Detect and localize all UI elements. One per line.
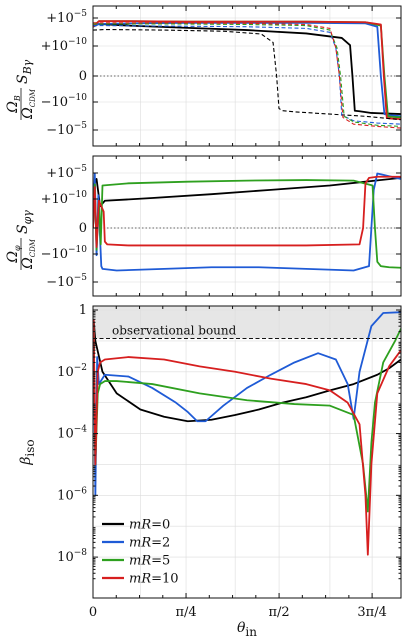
series-line-middle-1 bbox=[93, 172, 401, 272]
legend-entry-label: mR=10 bbox=[129, 572, 179, 587]
y-tick-label-top: +10−10 bbox=[41, 37, 88, 54]
series-line-middle-0 bbox=[93, 176, 401, 229]
series-line-middle-2 bbox=[93, 179, 401, 269]
svg-text:ΩCDM: ΩCDM bbox=[20, 88, 37, 120]
excluded-region bbox=[93, 306, 401, 339]
y-tick-label-top: −10−5 bbox=[46, 121, 87, 138]
axes-frame-middle bbox=[92, 155, 402, 297]
svg-text:Sφγ: Sφγ bbox=[15, 210, 34, 234]
svg-text:ΩB: ΩB bbox=[5, 95, 22, 114]
y-tick-label-top: +10−5 bbox=[46, 9, 87, 26]
grid-middle bbox=[93, 156, 401, 296]
y-tick-label-middle: +10−10 bbox=[41, 190, 88, 207]
series-line-top-6-dashed bbox=[93, 23, 401, 127]
x-tick-label: 0 bbox=[89, 605, 97, 620]
series-line-top-7-dashed bbox=[93, 22, 401, 129]
x-tick-label: 3π/4 bbox=[357, 605, 386, 620]
y-tick-label-bottom: 1 bbox=[79, 303, 87, 318]
x-tick-label: π/4 bbox=[175, 605, 196, 620]
x-tick-label: π/2 bbox=[268, 605, 289, 620]
svg-text:SBγ: SBγ bbox=[15, 59, 34, 84]
legend-entry-label: mR=5 bbox=[129, 554, 170, 569]
series-line-bottom-3 bbox=[93, 319, 401, 556]
series-line-middle-3 bbox=[93, 175, 401, 248]
series-line-bottom-0 bbox=[93, 319, 401, 423]
svg-text:ΩCDM: ΩCDM bbox=[20, 238, 37, 270]
y-tick-label-bottom: 10−2 bbox=[57, 363, 87, 380]
series-line-top-5-dashed bbox=[93, 25, 401, 125]
y-tick-label-middle: −10−5 bbox=[46, 273, 87, 290]
y-tick-label-middle: +10−5 bbox=[46, 164, 87, 181]
series-line-top-4-dashed bbox=[93, 28, 401, 121]
legend-entry-label: mR=0 bbox=[129, 518, 170, 533]
svg-text:Ωφ: Ωφ bbox=[5, 245, 22, 264]
series-line-top-0 bbox=[93, 23, 401, 115]
legend: mR=0 mR=2 mR=5 mR=10 bbox=[102, 518, 179, 587]
series-line-top-1 bbox=[93, 21, 401, 118]
axes-frame-bottom bbox=[92, 305, 402, 599]
y-tick-label-top: 0 bbox=[79, 69, 87, 84]
series-line-bottom-2 bbox=[93, 319, 401, 513]
series-line-bottom-1 bbox=[93, 311, 401, 497]
y-tick-label-bottom: 10−4 bbox=[57, 425, 87, 442]
grid-bottom bbox=[93, 306, 401, 598]
legend-entry-label: mR=2 bbox=[129, 536, 170, 551]
y-tick-label-top: −10−10 bbox=[41, 93, 88, 110]
observational-bound-label: observational bound bbox=[112, 323, 237, 337]
y-tick-label-middle: 0 bbox=[79, 221, 87, 236]
x-axis-label: θin bbox=[237, 620, 257, 639]
y-axis-label-bottom: βiso bbox=[18, 439, 37, 465]
y-tick-label-middle: −10−10 bbox=[41, 245, 88, 262]
panel-bottom: observational bound 0 π/4 π/2 3π/4 βiso θin mR=… bbox=[18, 305, 402, 639]
y-tick-label-bottom: 10−6 bbox=[57, 486, 87, 503]
y-tick-label-bottom: 10−8 bbox=[57, 548, 87, 565]
